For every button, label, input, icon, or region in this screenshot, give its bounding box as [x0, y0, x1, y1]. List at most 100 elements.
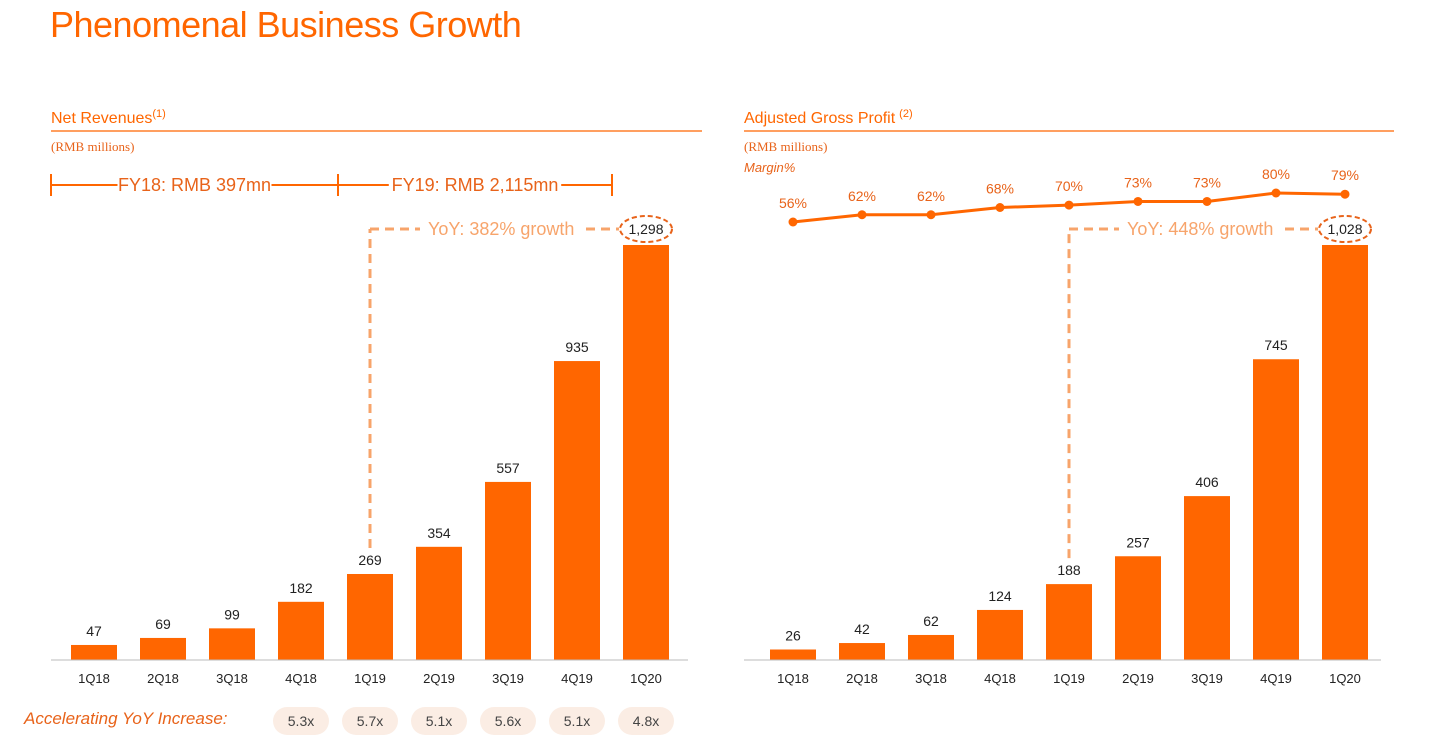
margin-value-1Q19: 70% — [1055, 178, 1083, 194]
gross-profit-yoy-callout: 1,028 YoY: 448% growth — [1067, 215, 1372, 559]
yoy-multiplier: 5.7x — [357, 713, 383, 729]
x-tick-3Q18: 3Q18 — [216, 671, 248, 686]
yoy-pill — [549, 707, 605, 735]
value-label-1Q18: 47 — [86, 623, 102, 639]
margin-point-3Q19 — [1202, 196, 1212, 206]
x-tick-1Q20: 1Q20 — [630, 671, 662, 686]
margin-value-2Q19: 73% — [1124, 174, 1152, 190]
gross-profit-x-ticks: 1Q18 2Q18 3Q18 4Q18 1Q19 2Q19 3Q19 4Q19 1Q20 — [777, 671, 1361, 686]
x-tick-3Q19: 3Q19 — [1191, 671, 1223, 686]
margin-label: Margin% — [744, 160, 795, 175]
bar-2Q18 — [839, 643, 885, 660]
bar-3Q19 — [1184, 496, 1230, 660]
yoy-pill — [273, 707, 329, 735]
bar-1Q19 — [1046, 584, 1092, 660]
gross-profit-bars: 26 42 62 124 188 257 406 745 — [770, 245, 1368, 660]
net-revenues-title-text: Net Revenues — [51, 110, 152, 127]
x-tick-1Q20: 1Q20 — [1329, 671, 1361, 686]
fiscal-year-label: FY19: RMB 2,115mn — [392, 175, 559, 195]
page-title: Phenomenal Business Growth — [50, 4, 522, 45]
yoy-pill — [411, 707, 467, 735]
yoy-multiplier: 5.6x — [495, 713, 521, 729]
margin-value-4Q18: 68% — [986, 181, 1014, 197]
x-tick-1Q19: 1Q19 — [1053, 671, 1085, 686]
margin-value-3Q18: 62% — [917, 188, 945, 204]
value-label-2Q18: 42 — [854, 621, 870, 637]
adjusted-gross-profit-chart: Adjusted Gross Profit (2) (RMB millions) … — [744, 108, 1394, 686]
bar-1Q20 — [1322, 245, 1368, 660]
value-label-3Q18: 62 — [923, 613, 939, 629]
bar-2Q19 — [1115, 556, 1161, 660]
gross-profit-footnote: (2) — [899, 108, 912, 120]
yoy-increase-label: Accelerating YoY Increase: — [23, 709, 228, 728]
value-label-4Q18: 182 — [289, 580, 313, 596]
yoy-increase-pills: 5.3x 5.7x 5.1x 5.6x 5.1x 4.8x — [273, 707, 674, 735]
value-label-2Q19: 257 — [1126, 534, 1150, 550]
x-tick-2Q19: 2Q19 — [423, 671, 455, 686]
gross-profit-unit: (RMB millions) — [744, 139, 827, 154]
value-label-4Q19: 935 — [565, 339, 589, 355]
value-label-1Q19: 269 — [358, 552, 382, 568]
margin-point-4Q19 — [1271, 188, 1281, 198]
yoy-growth-label: YoY: 448% growth — [1127, 219, 1273, 239]
margin-point-1Q19 — [1064, 200, 1074, 210]
value-label-3Q19: 406 — [1195, 474, 1219, 490]
net-revenues-x-ticks: 1Q18 2Q18 3Q18 4Q18 1Q19 2Q19 3Q19 4Q19 1Q20 — [78, 671, 662, 686]
yoy-growth-label: YoY: 382% growth — [428, 219, 574, 239]
value-label-3Q18: 99 — [224, 606, 240, 622]
margin-point-1Q20 — [1340, 189, 1350, 199]
value-label-1Q20: 1,298 — [628, 221, 663, 237]
margin-point-2Q19 — [1133, 196, 1143, 206]
bar-4Q18 — [278, 601, 324, 660]
bar-3Q18 — [908, 634, 954, 660]
net-revenues-unit: (RMB millions) — [51, 139, 134, 154]
yoy-multiplier: 5.3x — [288, 713, 314, 729]
margin-point-4Q18 — [995, 203, 1005, 212]
value-label-4Q18: 124 — [988, 588, 1012, 604]
value-label-1Q19: 188 — [1057, 562, 1081, 578]
highlight-ellipse — [619, 215, 673, 243]
margin-value-1Q20: 79% — [1331, 167, 1359, 183]
x-tick-3Q19: 3Q19 — [492, 671, 524, 686]
margin-value-4Q19: 80% — [1262, 166, 1290, 182]
x-tick-2Q18: 2Q18 — [846, 671, 878, 686]
bar-4Q18 — [977, 609, 1023, 660]
x-tick-4Q18: 4Q18 — [285, 671, 317, 686]
margin-point-3Q18 — [926, 210, 936, 220]
x-tick-2Q19: 2Q19 — [1122, 671, 1154, 686]
gross-profit-title: Adjusted Gross Profit (2) — [744, 108, 913, 127]
bar-3Q18 — [209, 628, 255, 660]
yoy-pill — [342, 707, 398, 735]
bar-4Q19 — [1253, 359, 1299, 660]
bar-1Q20 — [623, 245, 669, 660]
bar-1Q19 — [347, 573, 393, 660]
bar-1Q18 — [71, 644, 117, 660]
bar-4Q19 — [554, 361, 600, 660]
x-tick-1Q18: 1Q18 — [78, 671, 110, 686]
yoy-multiplier: 5.1x — [564, 713, 590, 729]
x-tick-3Q18: 3Q18 — [915, 671, 947, 686]
yoy-multiplier: 4.8x — [633, 713, 659, 729]
yoy-pill — [480, 707, 536, 735]
margin-value-2Q18: 62% — [848, 188, 876, 204]
value-label-4Q19: 745 — [1264, 337, 1288, 353]
value-label-2Q18: 69 — [155, 616, 171, 632]
net-revenues-bars: 47 69 99 182 269 354 557 935 — [71, 245, 669, 660]
bar-2Q18 — [140, 637, 186, 660]
margin-point-1Q18 — [788, 217, 798, 227]
value-label-1Q20: 1,028 — [1327, 221, 1362, 237]
net-revenues-yoy-callout: 1,298 YoY: 382% growth — [368, 215, 673, 548]
margin-point-2Q18 — [857, 210, 867, 220]
x-tick-1Q18: 1Q18 — [777, 671, 809, 686]
bar-2Q19 — [416, 546, 462, 660]
value-label-2Q19: 354 — [427, 525, 451, 541]
fiscal-year-brackets: FY18: RMB 397mn FY19: RMB 2,115mn — [50, 174, 613, 196]
net-revenues-chart: Net Revenues(1) (RMB millions) FY18: RMB… — [23, 108, 702, 735]
x-tick-4Q19: 4Q19 — [1260, 671, 1292, 686]
bar-3Q19 — [485, 481, 531, 660]
yoy-pill — [618, 707, 674, 735]
margin-value-1Q18: 56% — [779, 195, 807, 211]
x-tick-1Q19: 1Q19 — [354, 671, 386, 686]
x-tick-2Q18: 2Q18 — [147, 671, 179, 686]
